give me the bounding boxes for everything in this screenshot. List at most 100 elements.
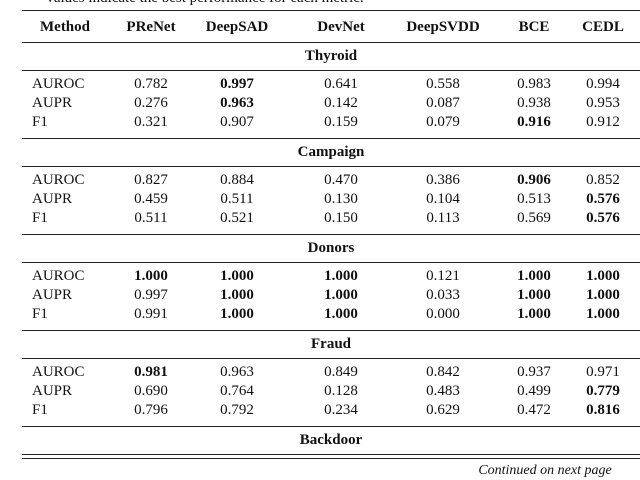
column-header: BCE	[518, 19, 550, 35]
cell: 1.000	[517, 287, 551, 303]
cell: 0.906	[517, 172, 551, 188]
section-title: Donors	[307, 240, 355, 256]
cell: 0.849	[324, 364, 358, 380]
row-label: AUROC	[32, 76, 85, 92]
row-label: F1	[32, 402, 48, 418]
row-label: F1	[32, 114, 48, 130]
cell: 0.916	[517, 114, 551, 130]
cell: 0.782	[134, 76, 168, 92]
section-title: Thyroid	[304, 48, 358, 64]
row-label: AUROC	[32, 364, 85, 380]
cell: 0.764	[220, 383, 254, 399]
cell: 0.997	[220, 76, 254, 92]
cell: 0.963	[220, 95, 254, 111]
cell: 0.971	[586, 364, 620, 380]
footer-note: Continued on next page	[478, 463, 612, 478]
cell: 0.997	[134, 287, 168, 303]
cell: 0.907	[220, 114, 254, 130]
cell: 0.142	[324, 95, 358, 111]
row-label: AUPR	[32, 383, 73, 399]
cell: 1.000	[220, 268, 254, 284]
cell: 0.792	[220, 402, 254, 418]
cell: 0.483	[426, 383, 460, 399]
cell: 0.104	[426, 191, 460, 207]
rule	[22, 42, 640, 43]
cell: 1.000	[586, 287, 620, 303]
rule	[22, 10, 640, 11]
cell: 0.983	[517, 76, 551, 92]
column-header: DeepSVDD	[406, 19, 480, 35]
cell: 0.470	[324, 172, 358, 188]
cell: 0.386	[426, 172, 460, 188]
cell: 0.991	[134, 306, 168, 322]
cell: 0.842	[426, 364, 460, 380]
cell: 0.569	[517, 210, 551, 226]
cell: 0.472	[517, 402, 551, 418]
cell: 0.499	[517, 383, 551, 399]
column-header: Method	[40, 19, 90, 35]
cell: 0.816	[586, 402, 620, 418]
cell: 0.321	[134, 114, 168, 130]
cell: 0.963	[220, 364, 254, 380]
cell: 1.000	[517, 268, 551, 284]
cell: 1.000	[324, 306, 358, 322]
cell: 0.459	[134, 191, 168, 207]
cell: 0.234	[324, 402, 358, 418]
row-label: AUROC	[32, 172, 85, 188]
row-label: AUPR	[32, 287, 73, 303]
cell: 0.576	[586, 191, 620, 207]
cell: 1.000	[220, 287, 254, 303]
cell: 0.511	[220, 191, 254, 207]
column-header: DevNet	[317, 19, 365, 35]
section-title: Campaign	[297, 144, 365, 160]
cell: 0.521	[220, 210, 254, 226]
cell: 0.558	[426, 76, 460, 92]
rule	[22, 166, 640, 167]
row-label: F1	[32, 210, 48, 226]
cell: 0.690	[134, 383, 168, 399]
cell: 0.128	[324, 383, 358, 399]
cell: 0.576	[586, 210, 620, 226]
rule	[22, 426, 640, 427]
cell: 1.000	[220, 306, 254, 322]
cell: 0.121	[426, 268, 460, 284]
cell: 1.000	[586, 306, 620, 322]
cell: 0.779	[586, 383, 620, 399]
caption: values indicate the best performance for…	[46, 0, 363, 7]
cell: 0.994	[586, 76, 620, 92]
column-header: DeepSAD	[205, 19, 269, 35]
cell: 1.000	[586, 268, 620, 284]
rule	[22, 70, 640, 71]
rule	[22, 234, 640, 235]
cell: 0.276	[134, 95, 168, 111]
cell: 0.130	[324, 191, 358, 207]
cell: 0.511	[134, 210, 168, 226]
section-title: Fraud	[310, 336, 352, 352]
rule	[22, 454, 640, 455]
cell: 0.033	[426, 287, 460, 303]
cell: 0.629	[426, 402, 460, 418]
cell: 0.884	[220, 172, 254, 188]
row-label: AUROC	[32, 268, 85, 284]
cell: 0.827	[134, 172, 168, 188]
cell: 0.981	[134, 364, 168, 380]
cell: 1.000	[517, 306, 551, 322]
rule	[22, 330, 640, 331]
rule	[22, 138, 640, 139]
cell: 0.641	[324, 76, 358, 92]
cell: 1.000	[134, 268, 168, 284]
rule	[22, 458, 640, 459]
cell: 0.159	[324, 114, 358, 130]
cell: 1.000	[324, 268, 358, 284]
column-header: CEDL	[582, 19, 624, 35]
row-label: AUPR	[32, 95, 73, 111]
section-title: Backdoor	[299, 432, 363, 448]
cell: 0.087	[426, 95, 460, 111]
cell: 0.150	[324, 210, 358, 226]
cell: 1.000	[324, 287, 358, 303]
rule	[22, 358, 640, 359]
row-label: F1	[32, 306, 48, 322]
cell: 0.912	[586, 114, 620, 130]
cell: 0.953	[586, 95, 620, 111]
